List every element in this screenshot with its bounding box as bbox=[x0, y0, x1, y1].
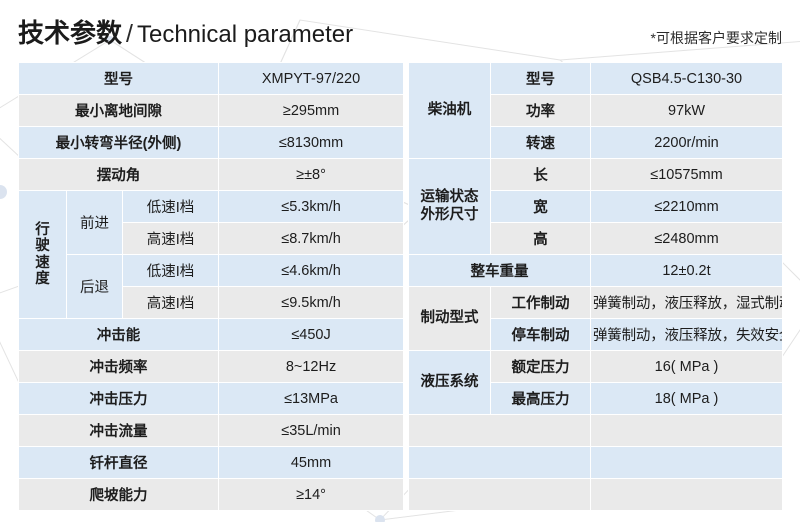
page-header: 技术参数 / Technical parameter *可根据客户要求定制 bbox=[0, 0, 800, 56]
table-row: 最小离地间隙 ≥295mm bbox=[17, 94, 405, 127]
page-title-cn: 技术参数 bbox=[18, 18, 123, 48]
row-value: ≤13MPa bbox=[218, 382, 405, 415]
empty-cell bbox=[408, 446, 591, 479]
table-row: 爬坡能力 ≥14° bbox=[17, 478, 405, 511]
row-label: 最小离地间隙 bbox=[17, 94, 220, 127]
row-value: ≤8130mm bbox=[218, 126, 405, 159]
row-label: 最小转弯半径(外侧) bbox=[17, 126, 220, 159]
table-row: 冲击频率 8~12Hz bbox=[17, 350, 405, 383]
row-value: 97kW bbox=[590, 94, 783, 127]
page-title: 技术参数 / Technical parameter bbox=[18, 13, 353, 50]
group-label-hydraulic-system: 液压系统 bbox=[408, 350, 491, 415]
table-row: 液压系统 额定压力 16( MPa ) bbox=[408, 350, 783, 415]
row-label: 型号 bbox=[490, 62, 591, 95]
row-value: 弹簧制动，液压释放，失效安全性 bbox=[590, 318, 783, 351]
row-label: 长 bbox=[490, 158, 591, 191]
group-label-line: 运输状态 bbox=[420, 189, 479, 206]
page-title-en: Technical parameter bbox=[136, 21, 354, 48]
row-label: 高速I档 bbox=[121, 222, 220, 255]
table-row: 冲击流量 ≤35L/min bbox=[17, 414, 405, 447]
row-value: ≤450J bbox=[218, 318, 405, 351]
row-value: ≤2480mm bbox=[590, 222, 783, 255]
row-label: 钎杆直径 bbox=[17, 446, 220, 479]
table-row: 钎杆直径 45mm bbox=[17, 446, 405, 479]
empty-cell bbox=[590, 446, 783, 479]
row-label: 低速I档 bbox=[121, 254, 220, 287]
customization-note: *可根据客户要求定制 bbox=[650, 30, 782, 46]
row-value: ≤9.5km/h bbox=[218, 286, 405, 319]
row-value: ≤2210mm bbox=[590, 190, 783, 223]
row-label: 冲击能 bbox=[17, 318, 220, 351]
table-row: 冲击压力 ≤13MPa bbox=[17, 382, 405, 415]
group-label-line: 外形尺寸 bbox=[420, 206, 479, 223]
row-label: 冲击压力 bbox=[17, 382, 220, 415]
row-value: 弹簧制动，液压释放，湿式制动器 bbox=[590, 286, 783, 319]
right-spec-table: 柴油机 型号 QSB4.5-C130-30 功率 97kW 转速 2200r/m… bbox=[408, 62, 783, 511]
row-label: 高速I档 bbox=[121, 286, 220, 319]
row-value: ≤4.6km/h bbox=[218, 254, 405, 287]
row-label: 高 bbox=[490, 222, 591, 255]
row-value: 2200r/min bbox=[590, 126, 783, 159]
row-label: 型号 bbox=[17, 62, 220, 95]
table-row: 运输状态 外形尺寸 长 ≤10575mm bbox=[408, 158, 783, 255]
row-label: 工作制动 bbox=[490, 286, 591, 319]
row-value: 18( MPa ) bbox=[590, 382, 783, 415]
row-value: 12±0.2t bbox=[590, 254, 783, 287]
row-value: ≥14° bbox=[218, 478, 405, 511]
vert-char: 驶 bbox=[35, 238, 50, 255]
row-value: 16( MPa ) bbox=[590, 350, 783, 383]
row-value: ≤35L/min bbox=[218, 414, 405, 447]
table-row-empty bbox=[408, 446, 783, 479]
row-label: 额定压力 bbox=[490, 350, 591, 383]
row-value: 8~12Hz bbox=[218, 350, 405, 383]
table-row: 柴油机 型号 QSB4.5-C130-30 bbox=[408, 62, 783, 159]
row-label: 停车制动 bbox=[490, 318, 591, 351]
row-value: ≤10575mm bbox=[590, 158, 783, 191]
table-row-empty bbox=[408, 414, 783, 447]
subgroup-label-reverse: 后退 bbox=[66, 254, 123, 319]
group-label-diesel-engine: 柴油机 bbox=[408, 62, 491, 159]
row-label: 宽 bbox=[490, 190, 591, 223]
row-label: 冲击流量 bbox=[17, 414, 220, 447]
row-label: 最高压力 bbox=[490, 382, 591, 415]
table-row: 最小转弯半径(外侧) ≤8130mm bbox=[17, 126, 405, 159]
row-label: 转速 bbox=[490, 126, 591, 159]
row-value: ≤8.7km/h bbox=[218, 222, 405, 255]
row-label: 功率 bbox=[490, 94, 591, 127]
row-value: ≥295mm bbox=[218, 94, 405, 127]
vert-char: 行 bbox=[35, 222, 50, 239]
empty-cell bbox=[590, 414, 783, 447]
page-title-separator: / bbox=[126, 20, 133, 48]
empty-cell bbox=[408, 414, 591, 447]
row-value: QSB4.5-C130-30 bbox=[590, 62, 783, 95]
row-label: 整车重量 bbox=[408, 254, 591, 287]
row-label: 摆动角 bbox=[17, 158, 220, 191]
row-label: 冲击频率 bbox=[17, 350, 220, 383]
row-label: 爬坡能力 bbox=[17, 478, 220, 511]
row-label: 低速I档 bbox=[121, 190, 220, 223]
empty-cell bbox=[408, 478, 591, 511]
group-label-driving-speed: 行 驶 速 度 bbox=[18, 190, 67, 319]
vert-char: 度 bbox=[35, 270, 50, 287]
group-label-transport-dimensions: 运输状态 外形尺寸 bbox=[408, 158, 491, 255]
empty-cell bbox=[590, 478, 783, 511]
left-spec-table: 型号 XMPYT-97/220 最小离地间隙 ≥295mm 最小转弯半径(外侧)… bbox=[17, 62, 405, 511]
table-row: 型号 XMPYT-97/220 bbox=[17, 62, 405, 95]
vert-char: 速 bbox=[35, 254, 50, 271]
table-row-empty bbox=[408, 478, 783, 511]
row-value: 45mm bbox=[218, 446, 405, 479]
subgroup-label-forward: 前进 bbox=[66, 190, 123, 255]
table-row: 整车重量 12±0.2t bbox=[408, 254, 783, 287]
table-row: 行 驶 速 度 前进 低速I档 ≤5.3km/h bbox=[18, 190, 405, 319]
table-row: 后退 低速I档 ≤4.6km/h bbox=[19, 254, 405, 319]
table-row: 冲击能 ≤450J bbox=[17, 318, 405, 351]
row-value: ≤5.3km/h bbox=[218, 190, 405, 223]
group-label-brake-type: 制动型式 bbox=[408, 286, 491, 351]
row-value: XMPYT-97/220 bbox=[218, 62, 405, 95]
table-row: 制动型式 工作制动 弹簧制动，液压释放，湿式制动器 bbox=[408, 286, 783, 351]
row-value: ≥±8° bbox=[218, 158, 405, 191]
table-row: 摆动角 ≥±8° bbox=[17, 158, 405, 191]
